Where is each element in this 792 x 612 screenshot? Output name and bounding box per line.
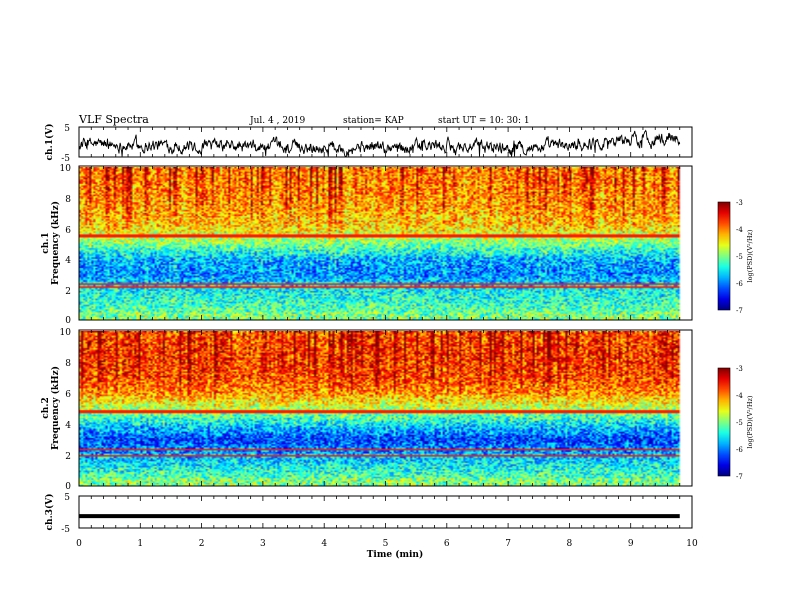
- ch3-ylabel: ch.3(V): [44, 494, 55, 531]
- ch1-ytick-top: 5: [64, 124, 70, 134]
- ch1-ylabel-channel: ch.1: [41, 232, 51, 253]
- ch1-freq-tick-0: 0: [65, 316, 71, 326]
- ch2-freq-tick-6: 6: [65, 390, 71, 400]
- ch3-ytick-bottom: -5: [61, 525, 70, 535]
- ch1-freq-tick-2: 2: [65, 287, 71, 297]
- x-axis-label: Time (min): [367, 549, 424, 560]
- ch1-freq-tick-10: 10: [60, 164, 72, 174]
- ch2-cb-tick-4: -4: [736, 392, 743, 400]
- ch1-waveform-panel: 5 -5 ch.1(V): [44, 124, 693, 164]
- ch2-colorbar-gradient: [717, 367, 731, 477]
- ch1-freq-tick-4: 4: [65, 256, 71, 266]
- x-tick-label: 4: [321, 539, 327, 549]
- ch2-colorbar-label: log(PSD)(V²/Hz): [746, 395, 754, 448]
- ch1-ytick-bottom: -5: [61, 154, 70, 164]
- ch1-spectrogram-ticks: [78, 166, 693, 320]
- date-label: Jul. 4 , 2019: [249, 116, 305, 126]
- ch2-colorbar: -3 -4 -5 -6 -7 log(PSD)(V²/Hz): [717, 365, 754, 481]
- x-tick-label: 3: [260, 539, 266, 549]
- x-tick-label: 10: [686, 539, 698, 549]
- ch2-spectrogram-panel: 0 2 4 6 8 10 ch.2 Frequency (kHz): [41, 328, 693, 492]
- ch1-colorbar: -3 -4 -5 -6 -7 log(PSD)(V²/Hz): [717, 199, 754, 315]
- ch1-cb-tick-5: -5: [736, 253, 743, 261]
- start-time-label: start UT = 10: 30: 1: [438, 116, 530, 126]
- ch2-cb-tick-7: -7: [736, 473, 743, 481]
- time-axis-tick-labels: 0 1 2 3 4 5 6 7 8 9 10: [76, 539, 698, 549]
- x-tick-label: 9: [628, 539, 634, 549]
- ch2-freq-tick-10: 10: [60, 328, 72, 338]
- station-label: station= KAP: [343, 116, 404, 126]
- ch2-spectrogram-ticks: [78, 330, 693, 486]
- ch1-freq-tick-8: 8: [65, 195, 71, 205]
- ch1-cb-tick-3: -3: [736, 199, 743, 207]
- ch1-colorbar-gradient: [717, 201, 731, 311]
- x-tick-label: 2: [199, 539, 205, 549]
- ch1-cb-tick-4: -4: [736, 226, 743, 234]
- ch1-cb-tick-6: -6: [736, 280, 743, 288]
- ch2-ylabel-frequency: Frequency (kHz): [50, 366, 61, 450]
- ch1-ylabel: ch.1(V): [44, 124, 55, 161]
- ch2-freq-tick-2: 2: [65, 452, 71, 462]
- ch1-waveform-line: [78, 129, 681, 157]
- figure-title: VLF Spectra: [78, 113, 149, 126]
- ch3-ytick-top: 5: [64, 493, 70, 503]
- ch1-freq-tick-6: 6: [65, 226, 71, 236]
- ch3-ticks: [78, 496, 693, 528]
- ch2-spectrogram-image: [79, 331, 692, 486]
- ch2-cb-tick-3: -3: [736, 365, 743, 373]
- ch1-colorbar-label: log(PSD)(V²/Hz): [746, 229, 754, 282]
- x-tick-label: 6: [444, 539, 450, 549]
- ch2-cb-tick-6: -6: [736, 446, 743, 454]
- ch2-freq-tick-8: 8: [65, 359, 71, 369]
- x-tick-label: 7: [505, 539, 511, 549]
- x-tick-label: 5: [383, 539, 389, 549]
- ch2-cb-tick-5: -5: [736, 419, 743, 427]
- ch1-ticks: [78, 127, 693, 157]
- ch1-ylabel-frequency: Frequency (kHz): [50, 201, 61, 285]
- x-tick-label: 1: [137, 539, 143, 549]
- ch2-freq-tick-0: 0: [65, 482, 71, 492]
- x-tick-label: 8: [567, 539, 573, 549]
- ch2-ylabel-channel: ch.2: [41, 397, 51, 418]
- ch2-freq-tick-4: 4: [65, 421, 71, 431]
- ch3-panel: 5 -5 ch.3(V) 0 1 2 3 4 5 6 7 8 9 10 Time (min): [44, 493, 698, 560]
- ch1-spectrogram-image: [79, 167, 692, 320]
- x-tick-label: 0: [76, 539, 82, 549]
- ch1-spectrogram-panel: 0 2 4 6 8 10 ch.1 Frequency (kHz): [41, 164, 693, 326]
- ch1-cb-tick-7: -7: [736, 307, 743, 315]
